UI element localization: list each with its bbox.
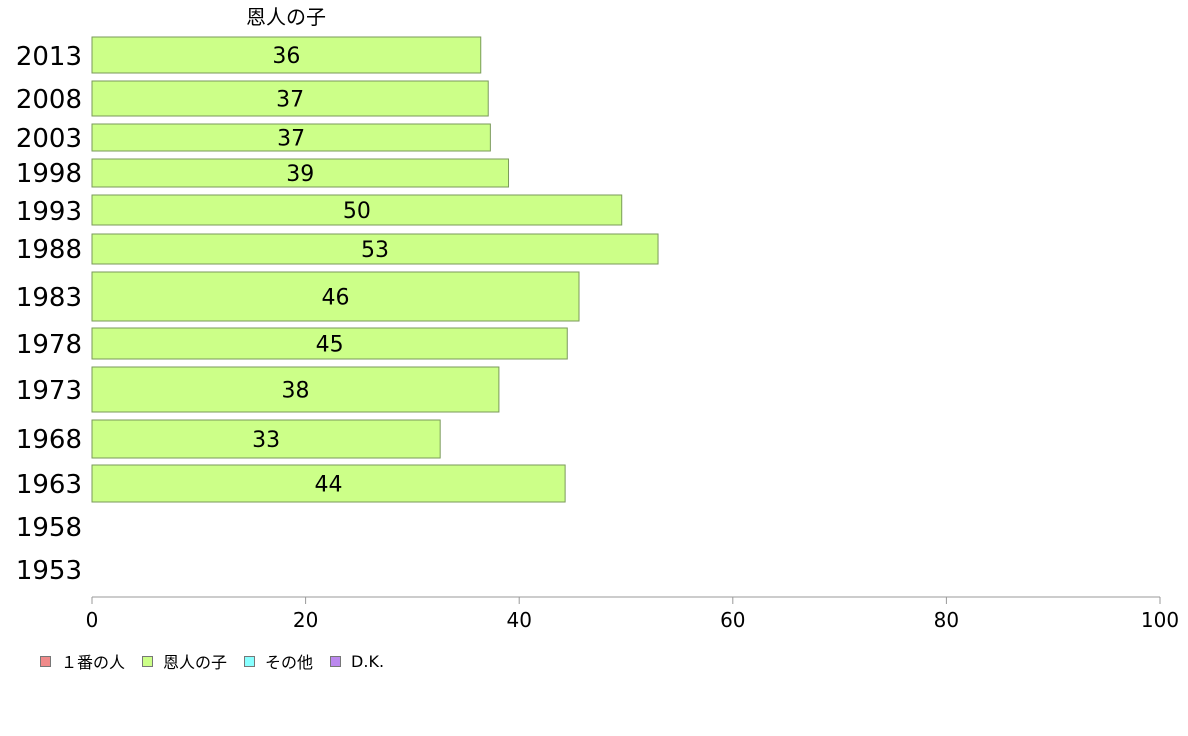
bars-group	[91, 36, 659, 503]
chart-title: 恩人の子	[246, 5, 326, 29]
y-tick-label: 1963	[16, 470, 82, 500]
x-tick-label: 40	[506, 608, 531, 632]
legend-swatch	[142, 655, 154, 667]
legend-label: １番の人	[61, 653, 126, 672]
legend-label: 恩人の子	[163, 653, 228, 672]
bar	[91, 327, 568, 360]
bar	[91, 271, 580, 322]
legend-item-first: １番の人	[40, 649, 125, 673]
y-tick-label: 1973	[16, 376, 82, 406]
y-tick-label: 2013	[16, 42, 82, 72]
bar	[91, 36, 482, 74]
bar-value-label: 53	[361, 238, 389, 263]
x-tick-label: 100	[1141, 608, 1179, 632]
bar-value-label: 44	[315, 473, 343, 498]
bar	[91, 464, 566, 503]
bar-value-label: 37	[276, 88, 304, 113]
bar-value-label: 38	[281, 379, 309, 404]
legend-swatch	[244, 655, 256, 667]
y-tick-label: 1958	[16, 513, 82, 543]
bar-value-label: 45	[316, 333, 344, 358]
y-axis-labels: 2013 2008 2003 1998 1993 1988 1983 1978 1973 1968…	[16, 42, 82, 586]
y-tick-label: 1953	[16, 556, 82, 586]
bar	[91, 194, 623, 226]
bar-value-label: 46	[322, 286, 350, 311]
legend-label: その他	[265, 653, 314, 672]
bar-value-label: 39	[286, 162, 314, 187]
legend-item-dk: D.K.	[330, 652, 384, 671]
y-tick-label: 1978	[16, 330, 82, 360]
legend-item-other: その他	[244, 649, 313, 673]
bar-value-label: 37	[277, 127, 305, 152]
x-tick-label: 80	[934, 608, 959, 632]
bar	[91, 123, 491, 152]
bar	[91, 419, 441, 459]
bar-value-label: 36	[272, 44, 300, 69]
legend-item-onjin: 恩人の子	[142, 649, 227, 673]
bar	[91, 366, 500, 413]
bar	[91, 233, 659, 265]
y-tick-label: 1993	[16, 197, 82, 227]
legend-swatch	[330, 655, 342, 667]
x-tick-label: 20	[293, 608, 318, 632]
y-tick-label: 1998	[16, 159, 82, 189]
y-tick-label: 2008	[16, 85, 82, 115]
bar-value-label: 50	[343, 199, 371, 224]
bar	[91, 80, 489, 117]
y-tick-label: 1968	[16, 425, 82, 455]
bar-value-label: 33	[252, 428, 280, 453]
legend-swatch	[40, 655, 51, 667]
y-tick-label: 2003	[16, 124, 82, 154]
legend: １番の人 恩人の子 その他 D.K.	[40, 649, 401, 673]
bar	[91, 158, 510, 188]
x-axis: 0 20 40 60 80 100	[86, 596, 1179, 632]
x-tick-label: 0	[86, 608, 99, 632]
legend-label: D.K.	[351, 651, 385, 671]
x-tick-label: 60	[720, 608, 745, 632]
y-tick-label: 1983	[16, 283, 82, 313]
y-tick-label: 1988	[16, 235, 82, 265]
